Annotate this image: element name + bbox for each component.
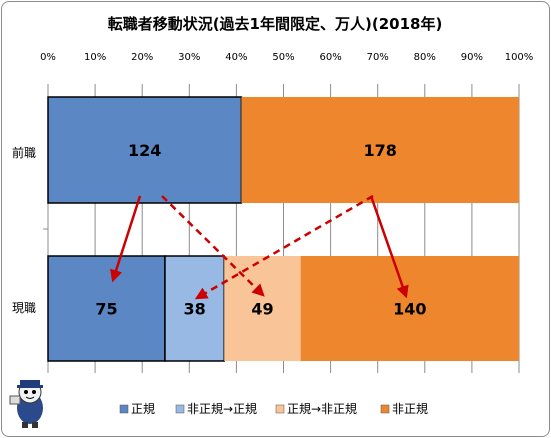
x-tick-label: 60% [319,52,341,63]
legend-label: 正規→非正規 [287,401,357,416]
transition-arrow [194,194,374,300]
x-tick-label: 30% [178,52,200,63]
x-tick-label: 80% [414,52,436,63]
x-tick-label: 100% [505,52,534,63]
legend-swatch [119,404,129,414]
transition-arrow [110,195,142,283]
x-tick-label: 10% [84,52,106,63]
transition-arrows [110,194,409,300]
cartoon-character-icon [9,380,43,428]
x-tick-label: 70% [367,52,389,63]
x-tick-label: 50% [272,52,294,63]
data-label: 38 [183,300,205,319]
bar-segment-previous-3 [241,97,519,203]
bar-segment-current-3 [300,256,519,361]
legend-swatch [380,404,390,414]
data-label: 49 [251,300,273,319]
bar-segment-current-0 [47,255,166,362]
data-label: 140 [393,300,426,319]
bar-segment-previous-0 [47,96,243,204]
legend-swatch [175,404,185,414]
category-label: 現職 [12,301,36,315]
legend-label: 正規 [131,401,155,416]
data-labels: 124 178 75 38 49 140 [95,141,426,319]
legend: 正規 非正規→正規 正規→非正規 非正規 [119,401,428,416]
bars [47,96,519,362]
transition-arrow [369,195,409,299]
data-label: 178 [363,141,396,160]
x-tick-label: 20% [131,52,153,63]
legend-label: 非正規→正規 [187,401,257,416]
data-label: 75 [95,300,117,319]
category-label: 前職 [12,145,36,160]
x-axis-ticks: 0% 10% 20% 30% 40% 50% 60% 70% 80% 90% 100% [40,52,533,63]
x-tick-label: 90% [461,52,483,63]
data-label: 124 [128,141,161,160]
legend-label: 非正規 [392,401,428,416]
x-tick-label: 40% [225,52,247,63]
legend-swatch [275,404,285,414]
chart-title: 転職者移動状況(過去1年間限定、万人)(2018年) [108,15,443,33]
x-tick-label: 0% [40,52,56,63]
